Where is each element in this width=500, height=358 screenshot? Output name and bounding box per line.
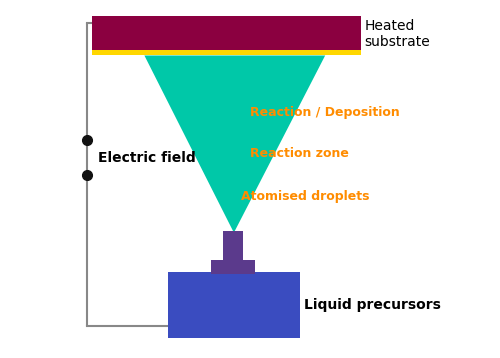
Text: Reaction / Deposition: Reaction / Deposition <box>250 106 400 119</box>
Text: Heated
substrate: Heated substrate <box>364 19 430 49</box>
Bar <box>92 50 361 55</box>
Polygon shape <box>144 55 325 233</box>
Text: Atomised droplets: Atomised droplets <box>241 190 370 203</box>
Bar <box>168 272 300 338</box>
Text: Liquid precursors: Liquid precursors <box>304 298 440 312</box>
Bar <box>223 231 243 261</box>
Bar <box>92 16 361 52</box>
Bar <box>210 260 256 274</box>
Text: Electric field: Electric field <box>98 150 196 165</box>
Text: Reaction zone: Reaction zone <box>250 147 349 160</box>
